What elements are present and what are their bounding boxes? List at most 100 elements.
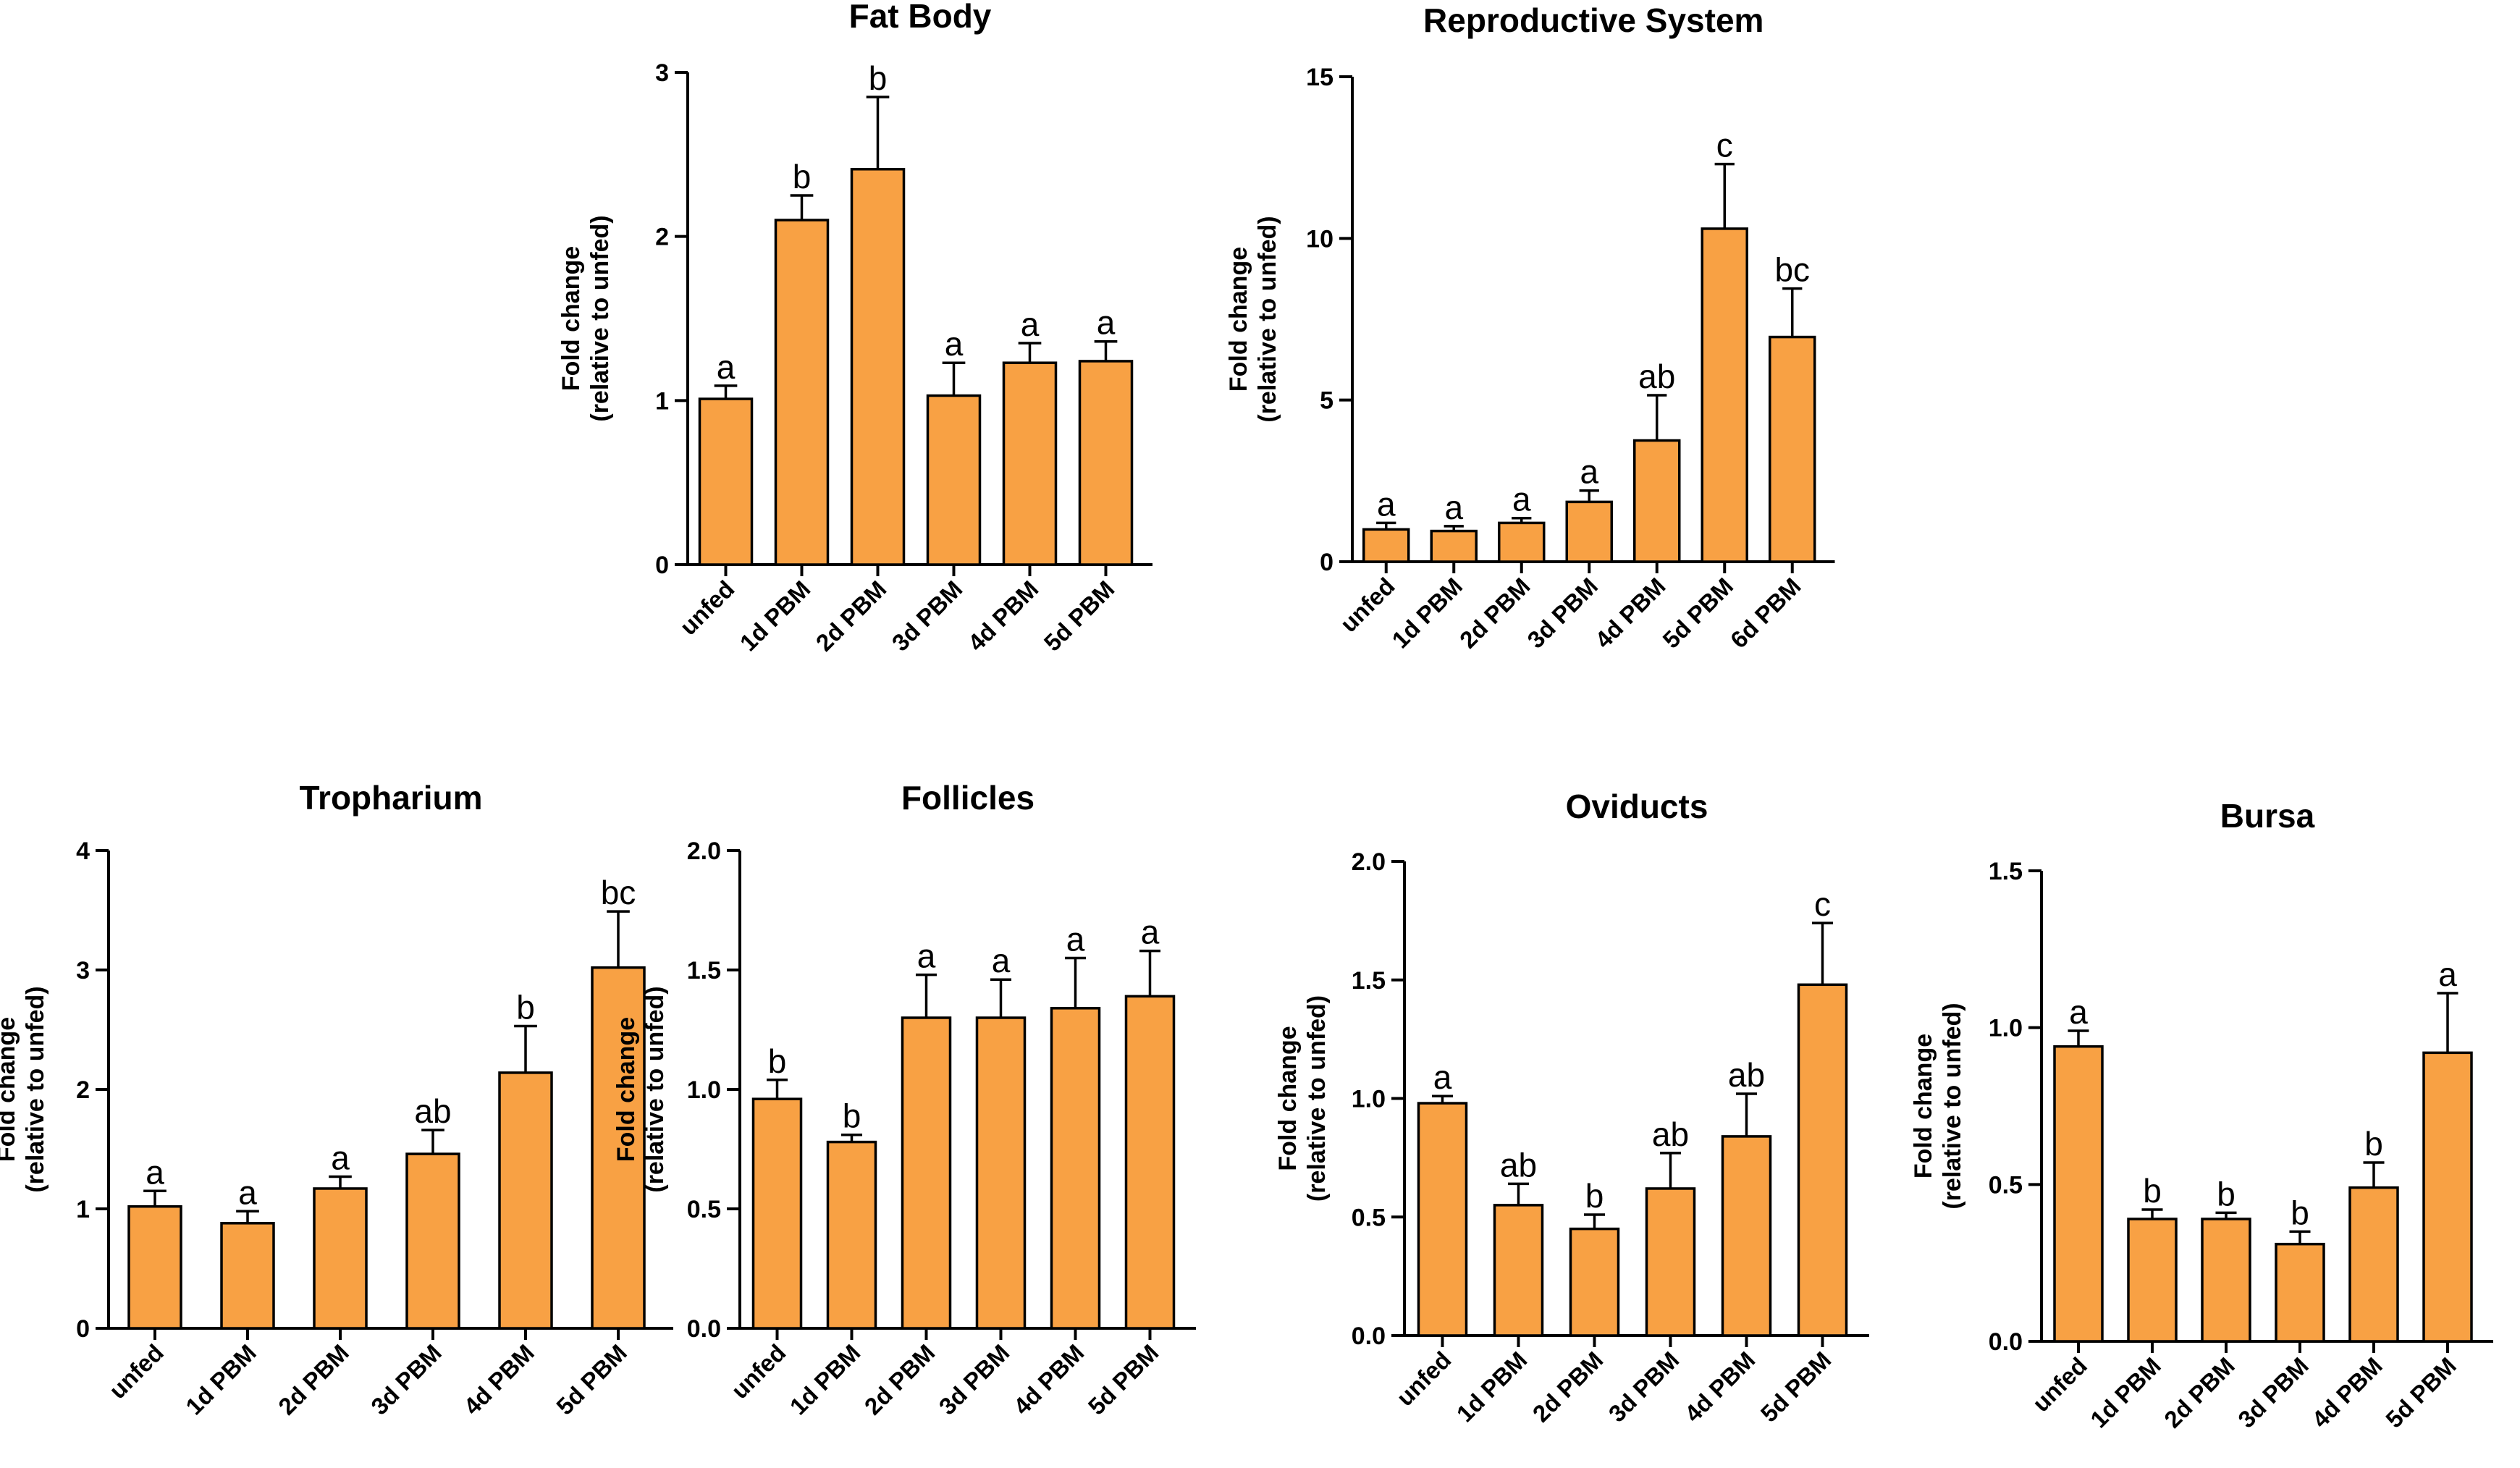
significance-letter: ab <box>1500 1146 1537 1184</box>
y-axis-label: Fold change(relative to unfed) <box>557 215 614 421</box>
bar-6d-pbm <box>1769 335 1816 563</box>
x-tick-label: 4d PBM <box>2306 1352 2388 1433</box>
bar-3d-pbm <box>405 1152 460 1330</box>
chart-panel-reproductive-system: Reproductive System Fold change(relative … <box>1225 1 1835 654</box>
bar-unfed <box>127 1205 182 1330</box>
significance-letter: a <box>917 937 936 975</box>
bar-unfed <box>698 397 754 566</box>
x-tick-label: unfed <box>726 1339 791 1404</box>
bar-3d-pbm <box>975 1016 1027 1330</box>
bar-2d-pbm <box>2201 1218 2251 1343</box>
chart-panel-fat-body: Fat Body Fold change(relative to unfed) 0 1… <box>557 0 1152 657</box>
y-tick-label: 1.5 <box>687 957 721 984</box>
x-tick-label: 1d PBM <box>785 1339 866 1420</box>
bar-unfed <box>1362 528 1410 563</box>
bar-1d-pbm <box>774 219 830 566</box>
y-tick-label: 3 <box>655 59 669 87</box>
y-axis-label-line2: (relative to unfed) <box>22 986 49 1192</box>
y-tick-label: 2.0 <box>687 838 721 865</box>
significance-letter: a <box>1512 481 1531 518</box>
x-tick-label: 1d PBM <box>2085 1352 2166 1433</box>
significance-letter: a <box>2069 993 2088 1031</box>
y-axis-label-line1: Fold change <box>1225 247 1252 392</box>
bar-1d-pbm <box>1493 1204 1544 1337</box>
y-tick-label: 15 <box>1306 64 1333 91</box>
bar-2d-pbm <box>1569 1227 1620 1337</box>
bar-3d-pbm <box>1565 500 1613 563</box>
x-tick-label: 5d PBM <box>1039 575 1120 657</box>
y-tick-label: 4 <box>76 838 90 865</box>
y-axis-label-line2: (relative to unfed) <box>1303 995 1331 1202</box>
chart-title: Tropharium <box>299 779 482 817</box>
y-axis-label: Fold change(relative to unfed) <box>612 986 669 1192</box>
x-tick-label: 4d PBM <box>1008 1339 1090 1420</box>
significance-letter: a <box>1066 921 1085 958</box>
significance-letter: b <box>869 59 888 97</box>
bar-4d-pbm <box>1721 1135 1772 1337</box>
y-tick-label: 2 <box>655 224 669 251</box>
significance-letter: b <box>2364 1125 2383 1163</box>
chart-panel-bursa: Bursa Fold change(relative to unfed) 0.0 0.… <box>1910 797 2493 1433</box>
bar-5d-pbm <box>1797 983 1848 1337</box>
y-axis-label-line2: (relative to unfed) <box>586 215 614 421</box>
significance-letter: c <box>1716 127 1733 164</box>
significance-letter: ab <box>1728 1056 1765 1094</box>
bar-4d-pbm <box>2348 1186 2399 1343</box>
significance-letter: a <box>945 325 964 363</box>
x-tick-label: 4d PBM <box>458 1339 539 1420</box>
bar-1d-pbm <box>220 1222 275 1330</box>
y-axis-label-line2: (relative to unfed) <box>1939 1003 1966 1209</box>
x-tick-label: 4d PBM <box>1590 573 1671 654</box>
bar-2d-pbm <box>850 167 906 566</box>
x-tick-label: 3d PBM <box>1522 573 1603 654</box>
significance-letter: a <box>1444 489 1463 526</box>
y-axis-label-line2: (relative to unfed) <box>1254 216 1281 422</box>
x-tick-label: 2d PBM <box>2159 1352 2240 1433</box>
x-tick-label: unfed <box>1335 573 1400 638</box>
y-tick-label: 2.0 <box>1352 848 1386 876</box>
bar-5d-pbm <box>1701 227 1748 563</box>
y-axis-label: Fold change(relative to unfed) <box>1274 995 1331 1202</box>
significance-letter: b <box>843 1097 861 1135</box>
x-tick-label: 2d PBM <box>1454 573 1535 654</box>
y-tick-label: 0.0 <box>687 1315 721 1343</box>
significance-letter: b <box>2291 1194 2309 1231</box>
y-tick-label: 3 <box>76 957 90 984</box>
x-tick-label: 5d PBM <box>1083 1339 1164 1420</box>
y-axis-label: Fold change(relative to unfed) <box>0 986 49 1192</box>
chart-title: Follicles <box>901 779 1034 817</box>
bar-3d-pbm <box>1645 1187 1696 1337</box>
y-axis-label-line1: Fold change <box>0 1017 20 1162</box>
bar-4d-pbm <box>1050 1007 1101 1330</box>
y-axis-label-line1: Fold change <box>557 246 585 391</box>
significance-letter: a <box>2438 956 2457 993</box>
y-tick-label: 0 <box>76 1315 90 1343</box>
significance-letter: c <box>1814 885 1831 923</box>
bar-2d-pbm <box>313 1187 368 1330</box>
y-tick-label: 0.5 <box>1352 1204 1386 1231</box>
x-tick-label: 5d PBM <box>1756 1346 1837 1427</box>
x-tick-label: 5d PBM <box>1657 573 1738 654</box>
y-tick-label: 0 <box>1320 549 1333 576</box>
bar-4d-pbm <box>1002 361 1058 566</box>
chart-title: Fat Body <box>849 0 992 35</box>
significance-letter: a <box>146 1153 164 1191</box>
bar-unfed <box>751 1097 803 1330</box>
y-tick-label: 1.5 <box>1352 967 1386 995</box>
x-tick-label: 2d PBM <box>1527 1346 1609 1427</box>
y-tick-label: 1.0 <box>1352 1086 1386 1113</box>
x-tick-label: unfed <box>1391 1346 1457 1412</box>
x-tick-label: unfed <box>104 1339 169 1404</box>
y-tick-label: 5 <box>1320 387 1333 415</box>
y-tick-label: 1 <box>76 1196 90 1223</box>
x-tick-label: 1d PBM <box>1451 1346 1533 1427</box>
chart-panel-oviducts: Oviducts Fold change(relative to unfed) 0.… <box>1274 788 1869 1427</box>
significance-letter: b <box>1585 1177 1604 1215</box>
y-tick-label: 0 <box>655 552 669 579</box>
significance-letter: a <box>1580 453 1598 491</box>
x-tick-label: 3d PBM <box>2233 1352 2314 1433</box>
significance-letter: a <box>717 348 736 386</box>
y-tick-label: 0.5 <box>687 1196 721 1223</box>
y-tick-label: 0.5 <box>1989 1171 2023 1199</box>
